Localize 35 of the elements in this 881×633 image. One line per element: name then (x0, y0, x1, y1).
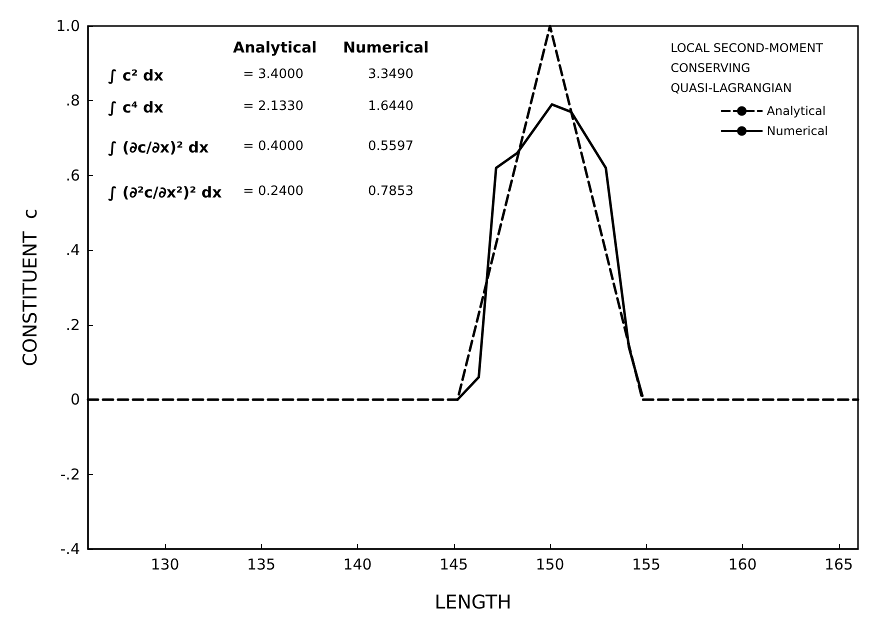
x-tick-label: 130 (150, 556, 180, 574)
x-tick-label: 165 (824, 556, 854, 574)
y-tick-label: -.2 (60, 465, 80, 484)
annotation: Analytical (233, 38, 317, 56)
annotation: 3.3490 (368, 67, 414, 82)
x-axis-title: LENGTH (434, 592, 512, 614)
annotation: ∫ (∂c/∂x)² dx (108, 138, 209, 156)
y-tick-label: .8 (66, 92, 80, 110)
x-tick-label: 160 (728, 556, 757, 574)
annotation: 1.6440 (368, 99, 414, 114)
y-tick-label: .6 (66, 166, 80, 184)
y-axis-title: CONSTITUENT c (20, 208, 42, 366)
annotation: 0.7853 (368, 184, 414, 199)
x-tick-label: 140 (343, 556, 372, 574)
x-tick-label: 135 (246, 556, 276, 574)
annotation: ∫ c⁴ dx (108, 98, 164, 116)
legend-title: LOCAL SECOND-MOMENT CONSERVING QUASI-LAGRANGIAN (670, 41, 824, 95)
annotation: = 2.1330 (243, 99, 304, 114)
y-tick-label: .4 (66, 241, 80, 260)
y-tick-label: 1.0 (56, 17, 80, 35)
y-tick-label: .2 (66, 316, 80, 334)
annotation: = 3.4000 (243, 67, 304, 82)
x-tick-label: 150 (536, 556, 564, 574)
annotation: = 0.4000 (243, 139, 304, 154)
x-tick-label: 155 (632, 556, 661, 574)
annotation: Numerical (343, 38, 429, 56)
annotation: = 0.2400 (243, 184, 304, 199)
annotation: ∫ (∂²c/∂x²)² dx (108, 184, 222, 202)
legend-label: Analytical (766, 104, 826, 118)
annotation: ∫ c² dx (108, 66, 164, 84)
legend-label: Numerical (766, 124, 828, 138)
x-tick-label: 145 (439, 556, 468, 574)
annotation: 0.5597 (368, 139, 414, 154)
y-tick-label: -.4 (60, 540, 80, 558)
y-tick-label: 0 (70, 390, 80, 409)
